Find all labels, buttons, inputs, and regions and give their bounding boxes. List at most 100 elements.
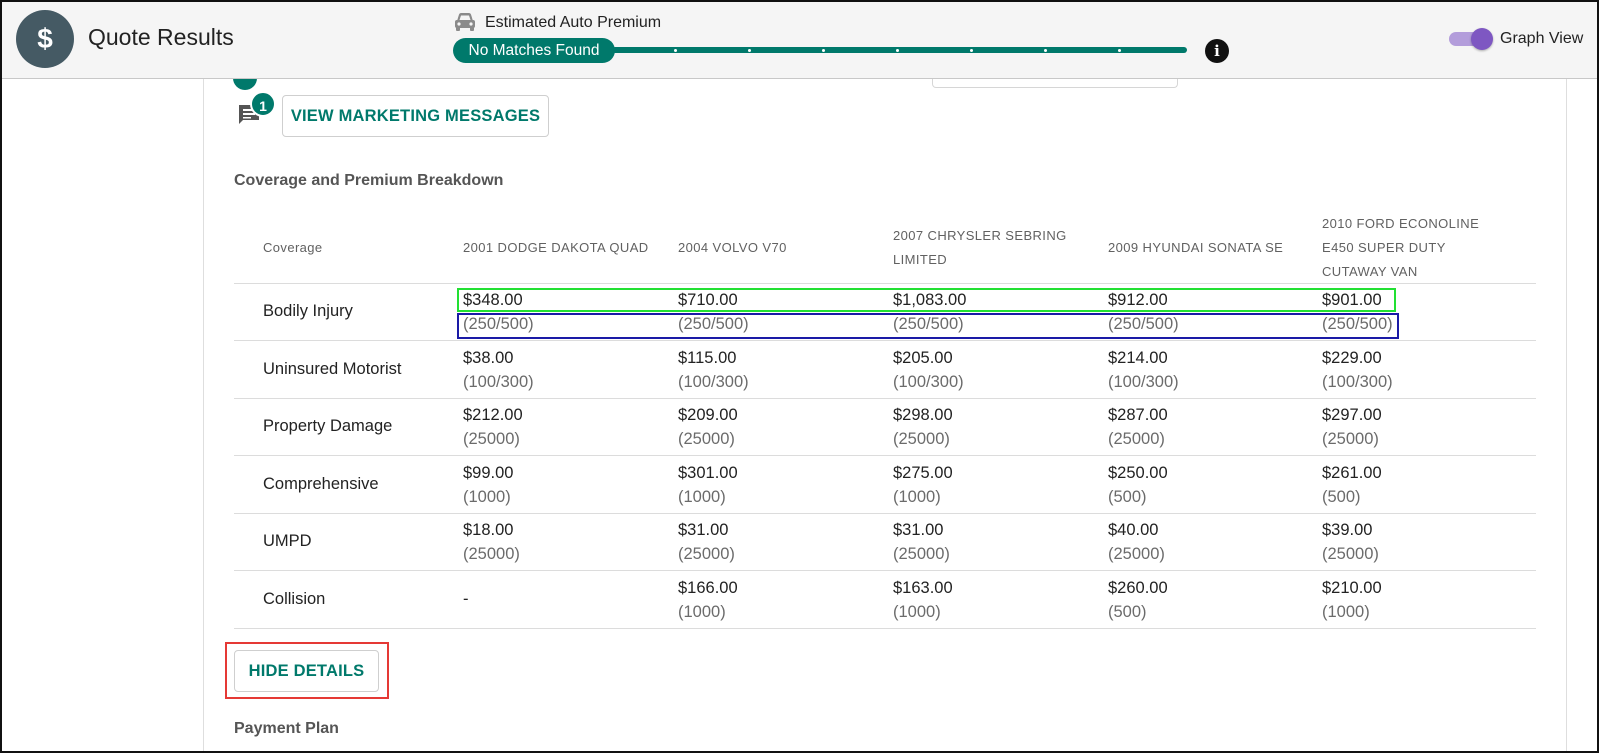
match-status-badge: No Matches Found [453,38,615,63]
vehicle-header-line: LIMITED [893,252,948,267]
track-tick [822,48,825,52]
track-tick [896,48,899,52]
track-tick [674,48,677,52]
coverage-row-label: Bodily Injury [263,302,353,320]
limit-value: (25000) [1322,545,1379,563]
limit-value: (25000) [678,430,735,448]
view-marketing-messages-button[interactable]: VIEW MARKETING MESSAGES [282,95,549,137]
premium-value: $212.00 [463,406,523,424]
quote-details-card [203,60,1567,753]
limit-value: (500) [1108,488,1147,506]
vehicle-header-line: 2001 DODGE DAKOTA QUAD [463,240,649,255]
premium-value: $250.00 [1108,464,1168,482]
vehicle-column-header: 2007 CHRYSLER SEBRING LIMITED [893,224,1067,272]
premium-value: $31.00 [893,521,944,539]
premium-value: $261.00 [1322,464,1382,482]
premium-value: $40.00 [1108,521,1159,539]
limit-value: (25000) [1322,430,1379,448]
graph-view-toggle[interactable] [1449,28,1495,50]
limit-value: (100/300) [1322,373,1393,391]
coverage-row-label: Collision [263,590,326,608]
select-field[interactable] [932,70,1178,88]
premium-value: $115.00 [678,349,737,367]
graph-view-label: Graph View [1500,30,1584,47]
premium-value: $166.00 [678,579,738,597]
limit-value: (250/500) [1322,315,1393,333]
limit-value: (1000) [678,603,726,621]
table-divider [234,340,1536,341]
limit-value: (25000) [893,430,950,448]
premium-value: $901.00 [1322,291,1382,309]
page-title: Quote Results [88,24,234,50]
limit-value: (25000) [1108,430,1165,448]
premium-value: $229.00 [1322,349,1382,367]
vehicle-header-line: 2004 VOLVO V70 [678,240,787,255]
premium-value: $348.00 [463,291,523,309]
track-tick [1118,48,1121,52]
premium-value: $710.00 [678,291,738,309]
limit-value: (1000) [678,488,726,506]
limit-value: (250/500) [1108,315,1179,333]
premium-value: $209.00 [678,406,738,424]
hide-details-button[interactable]: HIDE DETAILS [234,650,379,692]
coverage-column-header: Coverage [263,240,323,255]
vehicle-header-line: 2009 HYUNDAI SONATA SE [1108,240,1284,255]
vehicle-column-header: 2004 VOLVO V70 [678,236,787,260]
limit-value: (25000) [463,545,520,563]
car-icon [455,13,475,31]
premium-value: $301.00 [678,464,738,482]
table-divider [234,283,1536,284]
toggle-knob [1471,28,1493,50]
premium-value: $205.00 [893,349,953,367]
vehicle-column-header: 2009 HYUNDAI SONATA SE [1108,236,1283,260]
message-count-badge: 1 [250,91,276,117]
coverage-row-label: Comprehensive [263,475,379,493]
payment-plan-title: Payment Plan [234,720,339,737]
app-header: $ Quote Results Estimated Auto Premium N… [0,0,1599,79]
limit-value: (1000) [893,488,941,506]
limit-value: (1000) [893,603,941,621]
limit-value: (25000) [463,430,520,448]
dollar-logo-icon: $ [16,10,74,68]
coverage-row-label: Uninsured Motorist [263,360,402,378]
premium-value: $38.00 [463,349,514,367]
vehicle-header-line: 2010 FORD ECONOLINE [1322,216,1480,231]
track-tick [748,48,751,52]
info-icon[interactable]: i [1205,39,1229,63]
limit-value: (250/500) [893,315,964,333]
limit-value: (1000) [463,488,511,506]
vehicle-header-line: CUTAWAY VAN [1322,264,1418,279]
limit-row-highlight [457,313,1399,339]
premium-value: $260.00 [1108,579,1168,597]
table-divider [234,398,1536,399]
premium-value: $287.00 [1108,406,1168,424]
limit-value: (250/500) [678,315,749,333]
vehicle-header-line: E450 SUPER DUTY [1322,240,1446,255]
limit-value: (25000) [1108,545,1165,563]
vehicle-column-header: 2001 DODGE DAKOTA QUAD [463,236,649,260]
limit-value: (500) [1322,488,1361,506]
limit-value: (1000) [1322,603,1370,621]
coverage-section-title: Coverage and Premium Breakdown [234,172,504,189]
estimated-premium-label: Estimated Auto Premium [485,14,662,31]
premium-value: $210.00 [1322,579,1382,597]
premium-value: $18.00 [463,521,514,539]
premium-row-highlight [457,288,1396,312]
limit-value: (500) [1108,603,1147,621]
premium-progress-track [612,47,1187,53]
premium-value: $298.00 [893,406,953,424]
premium-value: $163.00 [893,579,953,597]
premium-value: $39.00 [1322,521,1373,539]
premium-value: $275.00 [893,464,953,482]
vehicle-header-line: 2007 CHRYSLER SEBRING [893,228,1067,243]
limit-value: (100/300) [893,373,964,391]
premium-value: $31.00 [678,521,729,539]
vehicle-column-header: 2010 FORD ECONOLINE E450 SUPER DUTY CUTA… [1322,212,1479,284]
premium-value: $1,083.00 [893,291,967,309]
limit-value: (250/500) [463,315,534,333]
coverage-row-label: UMPD [263,532,312,550]
premium-value: $99.00 [463,464,514,482]
limit-value: (100/300) [1108,373,1179,391]
table-divider [234,570,1536,571]
premium-value: $912.00 [1108,291,1168,309]
